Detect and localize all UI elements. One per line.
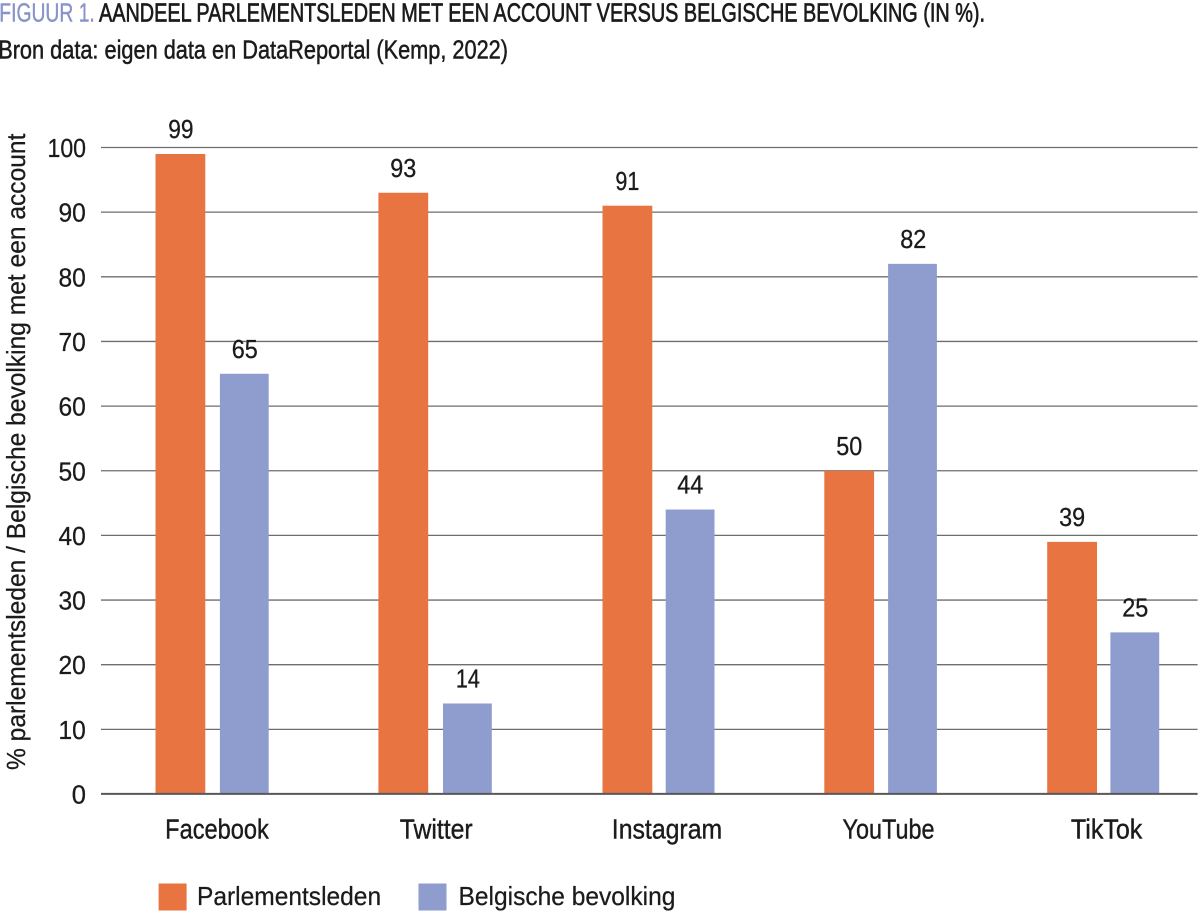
svg-text:Instagram: Instagram <box>612 814 722 845</box>
svg-text:50: 50 <box>836 431 862 461</box>
svg-text:99: 99 <box>168 114 193 144</box>
svg-text:% parlementsleden / Belgische: % parlementsleden / Belgische bevolking … <box>1 133 31 770</box>
svg-text:Twitter: Twitter <box>400 814 473 845</box>
svg-text:0: 0 <box>72 780 86 810</box>
svg-text:30: 30 <box>59 586 86 616</box>
svg-text:Belgische bevolking: Belgische bevolking <box>459 881 676 911</box>
svg-text:60: 60 <box>59 392 86 422</box>
svg-text:Bron data: eigen data en DataR: Bron data: eigen data en DataReportal (K… <box>0 34 508 64</box>
svg-text:TikTok: TikTok <box>1071 814 1143 845</box>
svg-text:65: 65 <box>232 334 258 364</box>
svg-text:10: 10 <box>59 715 86 745</box>
svg-text:20: 20 <box>59 650 86 680</box>
svg-text:100: 100 <box>48 133 87 163</box>
svg-text:39: 39 <box>1059 502 1085 532</box>
svg-text:70: 70 <box>59 327 86 357</box>
svg-text:FIGUUR 1.: FIGUUR 1. <box>0 0 95 28</box>
svg-text:90: 90 <box>59 198 86 228</box>
svg-text:80: 80 <box>59 262 86 292</box>
svg-text:40: 40 <box>59 521 86 551</box>
svg-text:YouTube: YouTube <box>843 814 935 845</box>
svg-text:91: 91 <box>615 166 639 196</box>
svg-text:44: 44 <box>677 470 703 500</box>
svg-text:82: 82 <box>900 224 926 254</box>
svg-text:Parlementsleden: Parlementsleden <box>197 881 381 911</box>
svg-text:AANDEEL PARLEMENTSLEDEN MET EE: AANDEEL PARLEMENTSLEDEN MET EEN ACCOUNT … <box>99 0 985 28</box>
svg-text:25: 25 <box>1122 593 1148 623</box>
svg-text:14: 14 <box>456 664 480 694</box>
svg-text:Facebook: Facebook <box>165 814 270 845</box>
svg-text:50: 50 <box>59 456 86 486</box>
svg-text:93: 93 <box>390 153 416 183</box>
